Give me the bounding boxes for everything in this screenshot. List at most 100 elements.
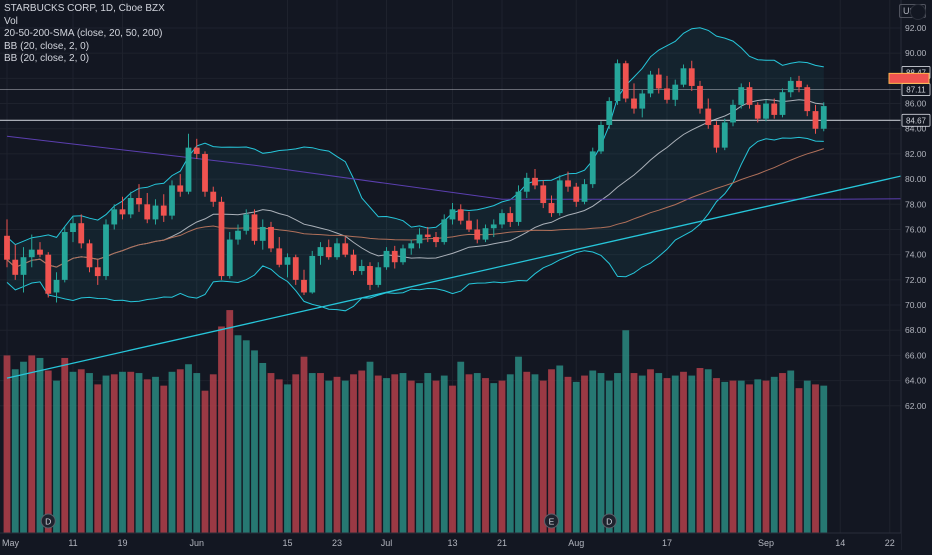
volume-bar <box>630 373 638 533</box>
scale-toggle-icon[interactable] <box>910 4 926 20</box>
volume-bar <box>680 371 687 533</box>
price-label-box <box>901 113 931 127</box>
candle-body <box>391 250 398 263</box>
candle-body <box>655 74 662 89</box>
legend-bb-1[interactable]: BB (20, close, 2, 0) <box>4 40 90 52</box>
legend-sma[interactable]: 20-50-200-SMA (close, 20, 50, 200) <box>4 28 163 39</box>
volume-bar <box>424 373 432 533</box>
time-tick-label: Aug <box>568 538 584 548</box>
volume-bar <box>168 371 176 533</box>
price-tick-label: 70.00 <box>905 300 927 310</box>
candle-body <box>466 220 472 230</box>
candle-body <box>705 108 712 125</box>
time-tick-label: May <box>2 538 20 548</box>
volume-bar <box>457 361 465 533</box>
candle-body <box>606 101 613 125</box>
candle-body <box>746 87 753 105</box>
volume-bar <box>482 378 489 533</box>
candle-body <box>202 153 208 192</box>
volume-bar <box>622 330 630 533</box>
volume-bar <box>498 380 506 533</box>
volume-bar <box>127 371 135 533</box>
volume-bar <box>465 374 473 533</box>
candle-body <box>28 249 35 258</box>
volume-bar <box>325 380 333 533</box>
volume-bar <box>333 376 341 533</box>
candle-body <box>738 87 745 105</box>
candle-body <box>61 232 68 280</box>
time-tick-label: 19 <box>117 538 127 548</box>
candle-body <box>94 267 101 277</box>
legend-vol[interactable]: Vol <box>4 15 18 27</box>
price-tick-label: 64.00 <box>905 376 927 386</box>
volume-bar <box>605 380 613 533</box>
volume-bar <box>515 356 522 533</box>
event-marker <box>544 513 559 529</box>
time-tick-label: Jul <box>381 538 393 548</box>
volume-bar <box>201 390 209 533</box>
candle-body <box>730 104 736 123</box>
candle-body <box>631 98 637 109</box>
candle-body <box>573 186 580 202</box>
candle-body <box>144 204 151 220</box>
candle-body <box>672 84 679 100</box>
price-tick-label: 68.00 <box>905 325 927 335</box>
volume-bar <box>251 350 258 533</box>
candle-body <box>218 201 225 277</box>
volume-bar <box>655 373 663 533</box>
volume-bar <box>267 373 275 533</box>
time-tick-label: 21 <box>497 538 507 548</box>
candle-body <box>614 63 621 102</box>
candle-body <box>787 80 794 93</box>
candle-body <box>721 122 728 148</box>
volume-bar <box>20 361 27 533</box>
candle-body <box>688 68 695 86</box>
time-scale <box>0 533 901 550</box>
legend-bb-2[interactable]: BB (20, close, 2, 0) <box>4 53 90 64</box>
symbol-title: STARBUCKS CORP, 1D, Cboe BZX <box>4 3 165 14</box>
volume-bar <box>473 373 481 533</box>
candle-body <box>441 219 448 243</box>
volume-bar <box>531 374 539 533</box>
candle-body <box>111 209 118 225</box>
volume-bar <box>176 369 184 533</box>
candle-body <box>457 209 464 221</box>
trendline <box>6 168 932 379</box>
volume-bar <box>44 370 52 533</box>
candle-body <box>482 228 489 240</box>
event-marker <box>601 513 617 529</box>
volume-bar <box>135 373 143 533</box>
candle-body <box>45 254 52 294</box>
volume-bar <box>614 373 621 533</box>
volume-bar <box>506 374 514 533</box>
candle-body <box>565 180 571 187</box>
candle-body <box>754 104 761 119</box>
volume-bar <box>399 373 407 533</box>
candle-body <box>713 124 720 148</box>
time-tick-label: 17 <box>662 538 672 548</box>
candle-body <box>169 185 175 216</box>
volume-bar <box>61 357 69 533</box>
candle-body <box>400 248 406 263</box>
volume-bar <box>671 375 679 533</box>
time-tick-label: 15 <box>282 538 292 548</box>
volume-bar <box>209 374 217 533</box>
volume-bar <box>539 380 547 533</box>
candle-body <box>820 106 827 129</box>
candle-body <box>317 247 324 256</box>
candle-body <box>185 147 192 192</box>
volume-bar <box>812 384 819 533</box>
candle-body <box>383 250 390 268</box>
volume-bar <box>432 380 440 533</box>
volume-bar <box>374 375 382 533</box>
candle-body <box>70 223 76 233</box>
volume-bar <box>647 369 654 533</box>
candle-body <box>103 224 109 277</box>
candle-body <box>210 191 217 202</box>
volume-bar <box>779 373 786 533</box>
candle-body <box>152 205 159 220</box>
price-tick-label: 90.00 <box>905 48 927 58</box>
candle-body <box>4 235 10 260</box>
